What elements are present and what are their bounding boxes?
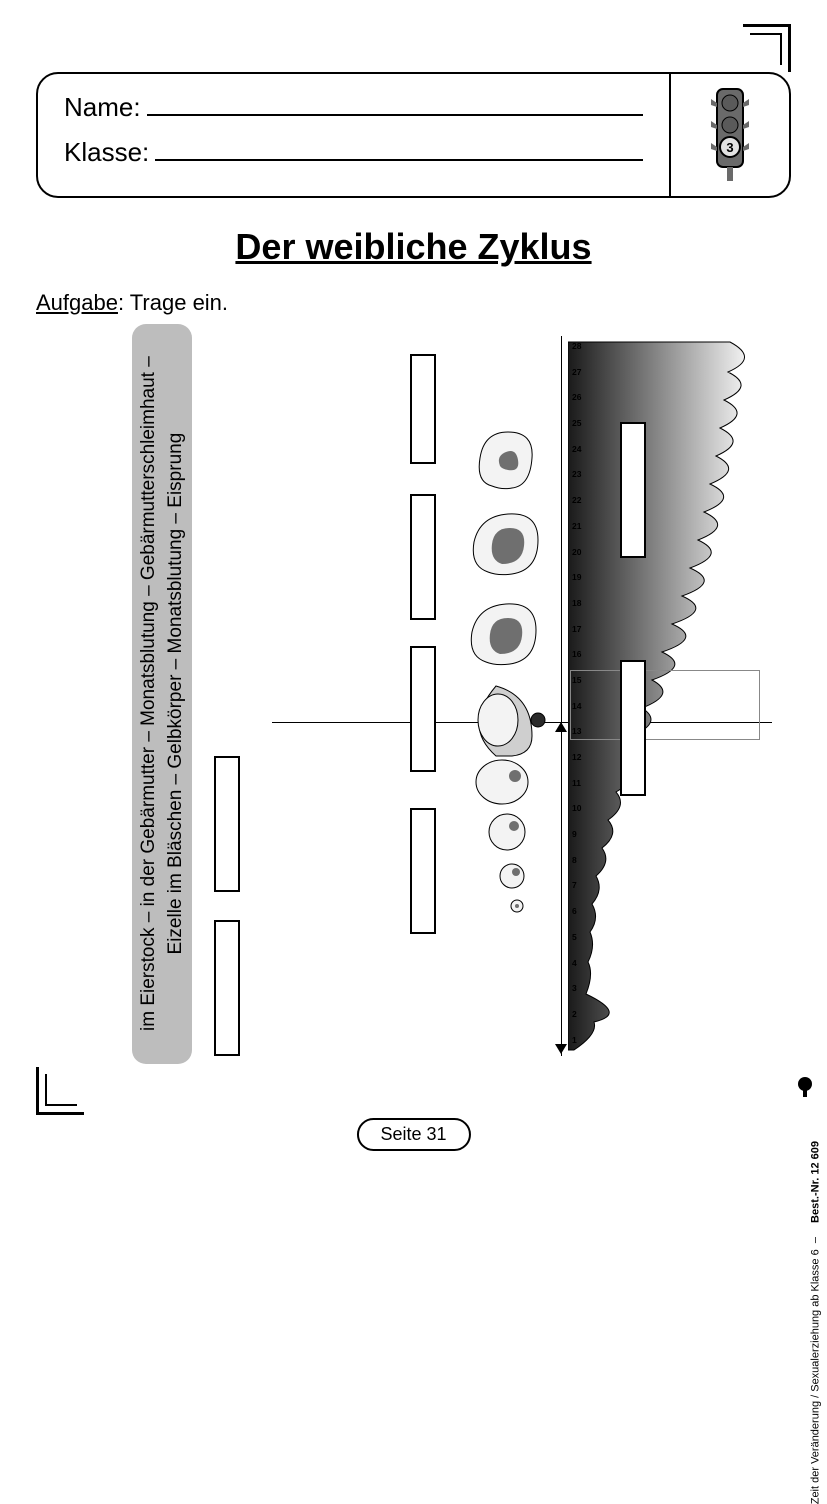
day-number: 27 [572,360,584,386]
label-box-side-1[interactable] [214,756,240,892]
wordbank-line1: im Eierstock – in der Gebärmutter – Mona… [135,357,162,1032]
task-text: : Trage ein. [118,290,228,315]
page-title: Der weibliche Zyklus [36,226,791,268]
day-number: 25 [572,411,584,437]
day-number: 6 [572,899,584,925]
day-number: 4 [572,951,584,977]
ovulation-window-marker [570,670,760,740]
label-box-ovulation[interactable] [410,646,436,772]
day-number: 3 [572,976,584,1002]
day-number: 21 [572,514,584,540]
page-number: Seite 31 [380,1124,446,1144]
label-box-follicle[interactable] [410,808,436,934]
klasse-input-line[interactable] [155,141,643,161]
day-number: 23 [572,462,584,488]
day-number: 9 [572,822,584,848]
day-number: 10 [572,796,584,822]
day-number: 2 [572,1002,584,1028]
header-fields: Name: Klasse: [38,74,669,196]
publisher-line: Zeit der Veränderung / Sexualerziehung a… [809,1141,821,1504]
day-number: 16 [572,642,584,668]
publisher-logo-icon [793,1075,817,1099]
word-bank: im Eierstock – in der Gebärmutter – Mona… [132,324,192,1064]
day-number: 1 [572,1028,584,1054]
day-number: 11 [572,771,584,797]
day-number: 7 [572,873,584,899]
traffic-light-icon: 3 [669,74,789,196]
day-number: 8 [572,848,584,874]
follicle-stages [442,336,562,1056]
label-box-lining-2[interactable] [620,660,646,796]
page-number-pill: Seite 31 [356,1118,470,1151]
name-label: Name: [64,92,141,123]
day-number: 19 [572,565,584,591]
day-number: 17 [572,617,584,643]
day-number: 5 [572,925,584,951]
publisher-text: Zeit der Veränderung / Sexualerziehung a… [809,1249,821,1504]
task-label: Aufgabe [36,290,118,315]
day-number: 20 [572,540,584,566]
task-line: Aufgabe: Trage ein. [36,290,791,316]
label-box-side-2[interactable] [214,920,240,1056]
day-number: 12 [572,745,584,771]
label-box-lining-1[interactable] [620,422,646,558]
header-card: Name: Klasse: 3 [36,72,791,198]
label-box-degen[interactable] [410,354,436,464]
day-number: 22 [572,488,584,514]
day-number: 26 [572,385,584,411]
day-number: 24 [572,437,584,463]
label-box-corpus[interactable] [410,494,436,620]
day-number: 18 [572,591,584,617]
name-input-line[interactable] [147,96,643,116]
publisher-bestnr: Best.-Nr. 12 609 [809,1141,821,1223]
corner-mark-top-right [743,24,791,72]
klasse-label: Klasse: [64,137,149,168]
day-number: 28 [572,334,584,360]
cycle-diagram: 2827262524232221201918171615141312111098… [272,330,772,1060]
svg-text:3: 3 [726,140,733,155]
wordbank-line2: Eizelle im Bläschen – Gelbkörper – Monat… [162,357,189,1032]
